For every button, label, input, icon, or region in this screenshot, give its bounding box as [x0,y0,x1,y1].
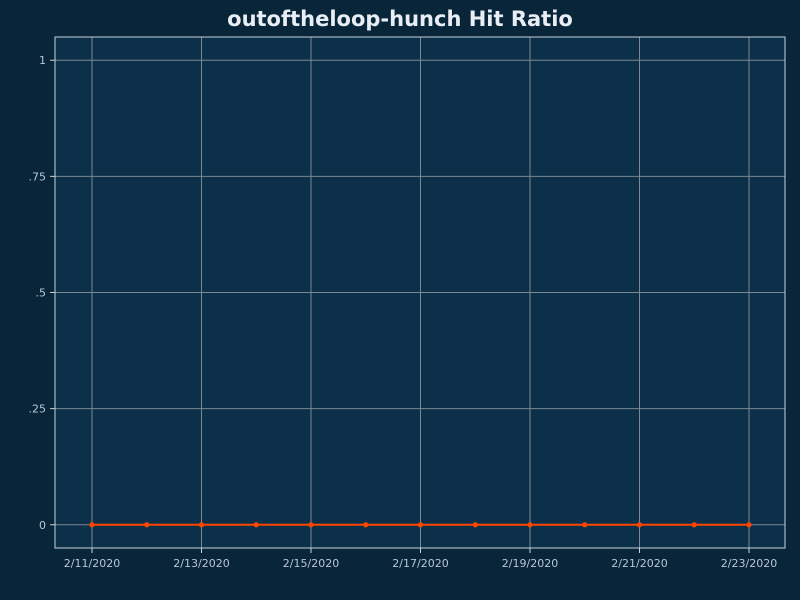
axes: 0 .25 .5 .75 1 2/11/2020 2/13/2020 2/15/2020 2/1… [29,54,778,570]
data-point [144,522,150,528]
data-point [417,522,424,528]
data-point [308,522,314,528]
data-point [582,522,588,528]
data-point [527,522,533,528]
y-tick-label: .75 [29,170,47,183]
x-tick-label: 2/15/2020 [283,557,339,570]
y-tick-label: 0 [39,519,46,532]
chart-title: outoftheloop-hunch Hit Ratio [227,7,573,31]
data-point [198,522,205,528]
y-tick-label: 1 [39,54,46,67]
series-layer [89,522,752,528]
x-tick-label: 2/23/2020 [721,557,777,570]
data-point [89,522,95,528]
y-tick-label: .5 [36,287,47,300]
x-tick-label: 2/19/2020 [502,557,558,570]
data-point [363,522,369,528]
y-tick-label: .25 [29,403,47,416]
x-tick-label: 2/21/2020 [611,557,667,570]
grid [55,37,785,548]
x-tick-label: 2/11/2020 [64,557,120,570]
data-point [746,522,752,528]
data-point [636,522,643,528]
data-point [472,522,478,528]
plot-border [54,36,786,549]
x-tick-label: 2/13/2020 [173,557,229,570]
x-tick-label: 2/17/2020 [392,557,448,570]
data-point [253,522,259,528]
data-point [691,522,697,528]
